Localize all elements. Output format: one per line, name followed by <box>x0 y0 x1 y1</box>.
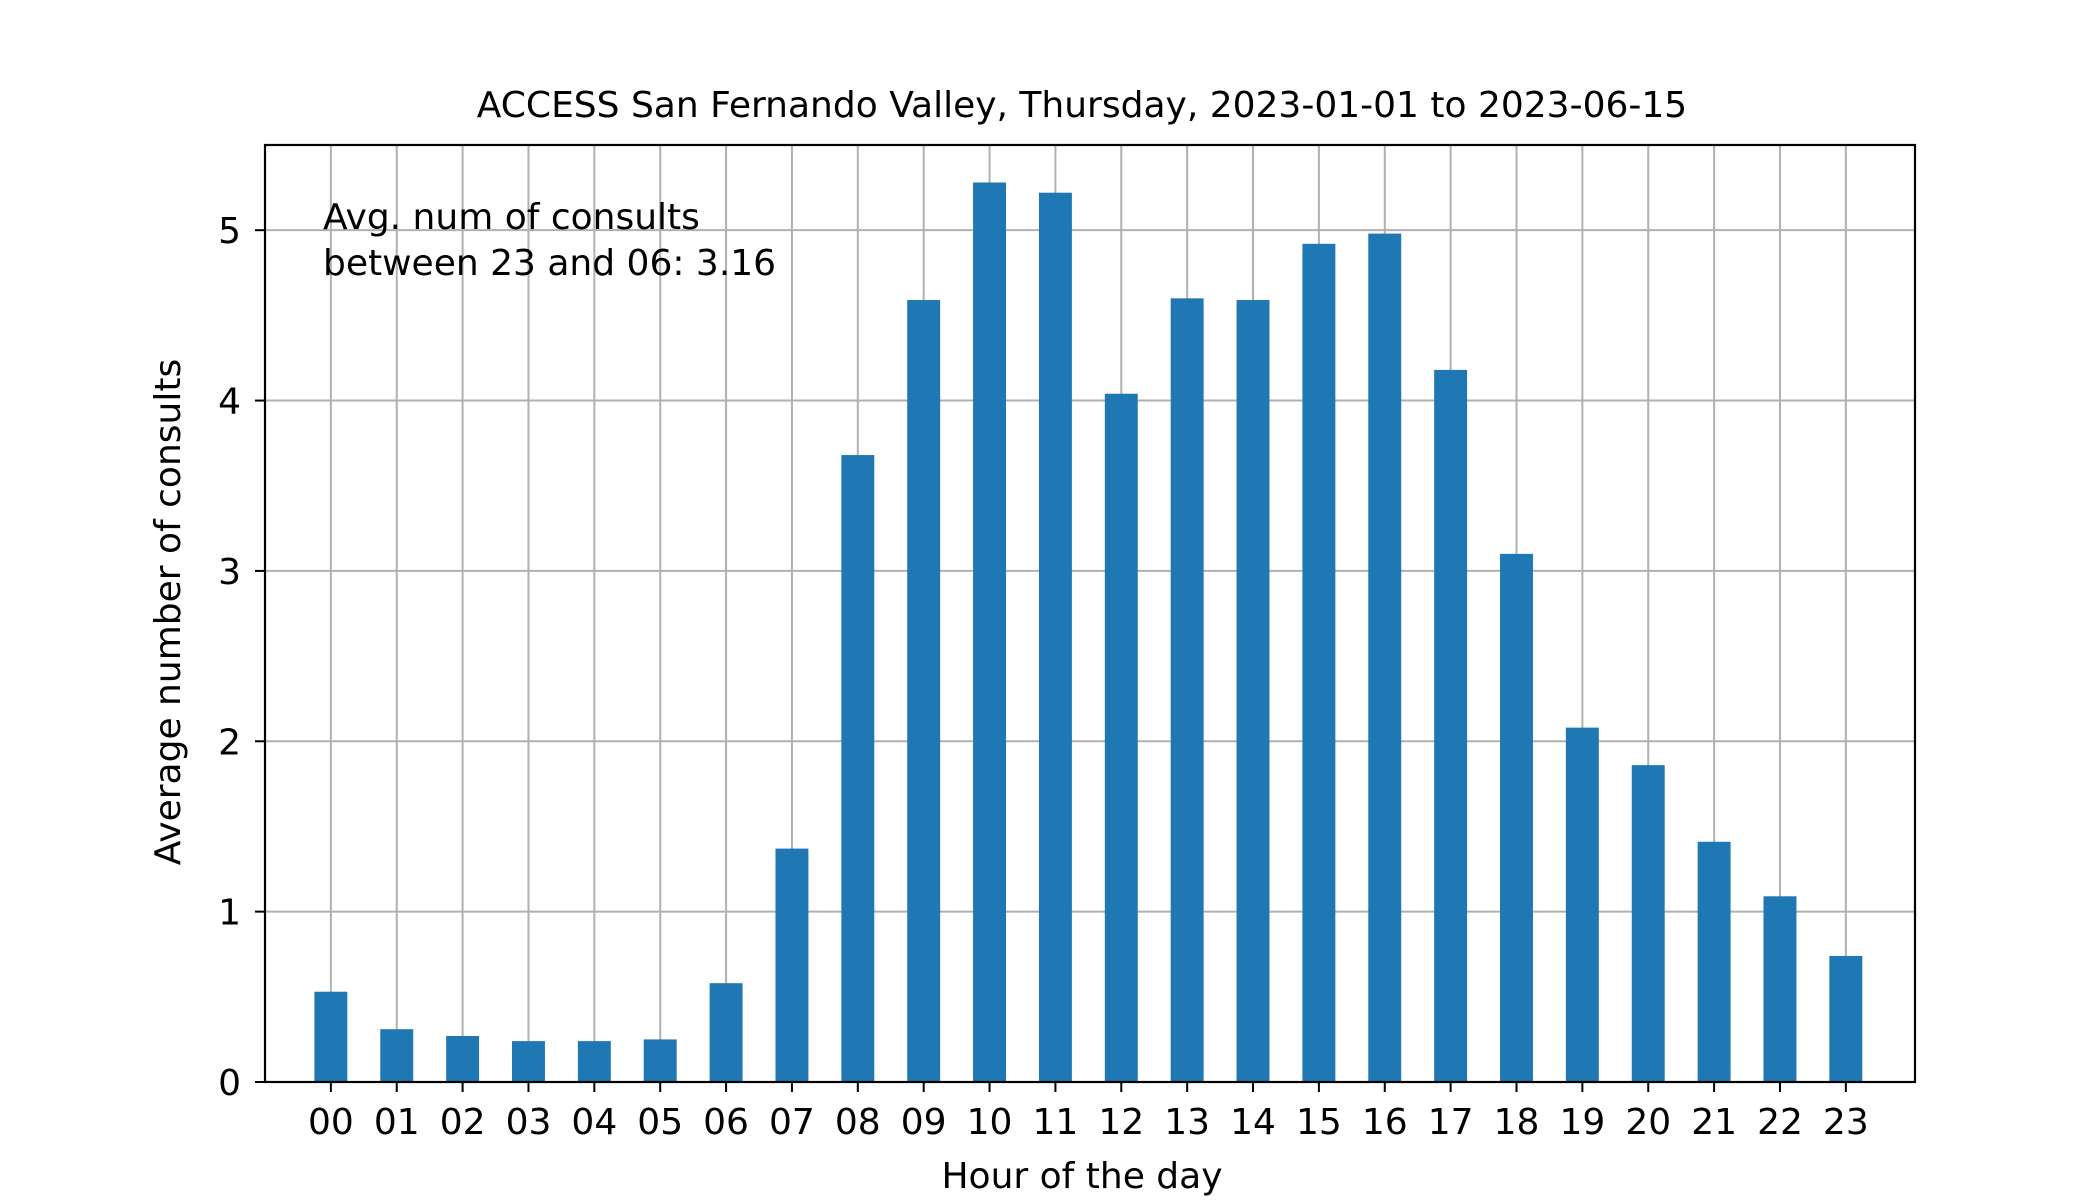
bar-hour-10 <box>973 182 1007 1083</box>
y-tick-label: 3 <box>218 552 241 593</box>
x-tick-label: 21 <box>1691 1102 1737 1143</box>
x-tick-label: 17 <box>1428 1102 1474 1143</box>
y-tick-label: 5 <box>218 211 241 252</box>
bar-hour-15 <box>1302 243 1336 1082</box>
y-tick-label: 2 <box>218 722 241 763</box>
annotation-line-1: Avg. num of consults <box>323 197 700 238</box>
x-tick-label: 15 <box>1296 1102 1342 1143</box>
x-tick-label: 05 <box>637 1102 683 1143</box>
x-tick-label: 04 <box>571 1102 617 1143</box>
bar-hour-03 <box>512 1041 545 1082</box>
bar-hour-07 <box>775 848 809 1082</box>
bar-hour-22 <box>1763 896 1797 1082</box>
x-tick-label: 08 <box>835 1102 881 1143</box>
x-tick-label: 02 <box>440 1102 486 1143</box>
bar-hour-14 <box>1236 300 1270 1083</box>
bar-hour-11 <box>1038 192 1072 1083</box>
x-tick-label: 07 <box>769 1102 815 1143</box>
x-axis-label: Hour of the day <box>941 1156 1222 1197</box>
bar-hour-05 <box>643 1039 677 1082</box>
x-tick-label: 11 <box>1033 1102 1079 1143</box>
x-tick-label: 09 <box>901 1102 947 1143</box>
annotation-line-2: between 23 and 06: 3.16 <box>323 243 776 284</box>
bar-hour-23 <box>1829 955 1863 1082</box>
y-tick-label: 0 <box>218 1063 241 1104</box>
bar-hour-18 <box>1500 553 1533 1082</box>
bar-hour-16 <box>1368 233 1402 1082</box>
bar-hour-04 <box>577 1041 611 1082</box>
bar-hour-20 <box>1631 765 1665 1082</box>
y-tick-label: 1 <box>218 893 241 934</box>
x-tick-label: 12 <box>1098 1102 1144 1143</box>
y-tick-label: 4 <box>218 382 241 423</box>
x-tick-label: 13 <box>1164 1102 1210 1143</box>
bars <box>314 182 1863 1083</box>
x-tick-label: 03 <box>506 1102 552 1143</box>
chart-title: ACCESS San Fernando Valley, Thursday, 20… <box>477 85 1687 126</box>
x-tick-label: 10 <box>967 1102 1013 1143</box>
bar-hour-08 <box>841 455 875 1082</box>
bar-hour-21 <box>1697 841 1731 1082</box>
bar-hour-09 <box>907 300 941 1083</box>
bar-hour-19 <box>1565 727 1599 1082</box>
axis-ticks: 00 01 02 03 04 05 06 07 08 09 10 11 12 13 14 15 16 17 18 19… <box>218 211 1869 1143</box>
x-tick-label: 23 <box>1823 1102 1869 1143</box>
y-axis-label: Average number of consults <box>148 359 189 865</box>
bar-hour-13 <box>1170 298 1204 1082</box>
x-tick-label: 22 <box>1757 1102 1803 1143</box>
x-tick-label: 16 <box>1362 1102 1408 1143</box>
x-tick-label: 06 <box>703 1102 749 1143</box>
bar-hour-02 <box>446 1036 480 1082</box>
x-tick-label: 14 <box>1230 1102 1276 1143</box>
x-tick-label: 00 <box>308 1102 354 1143</box>
bar-hour-12 <box>1104 393 1138 1082</box>
bar-hour-17 <box>1434 369 1468 1082</box>
x-tick-label: 20 <box>1625 1102 1671 1143</box>
x-tick-label: 19 <box>1559 1102 1605 1143</box>
plot-frame <box>263 143 1917 1084</box>
bar-hour-00 <box>314 991 348 1082</box>
bar-hour-06 <box>709 983 743 1082</box>
x-tick-label: 01 <box>374 1102 420 1143</box>
bar-hour-01 <box>380 1029 414 1082</box>
x-tick-label: 18 <box>1494 1102 1540 1143</box>
